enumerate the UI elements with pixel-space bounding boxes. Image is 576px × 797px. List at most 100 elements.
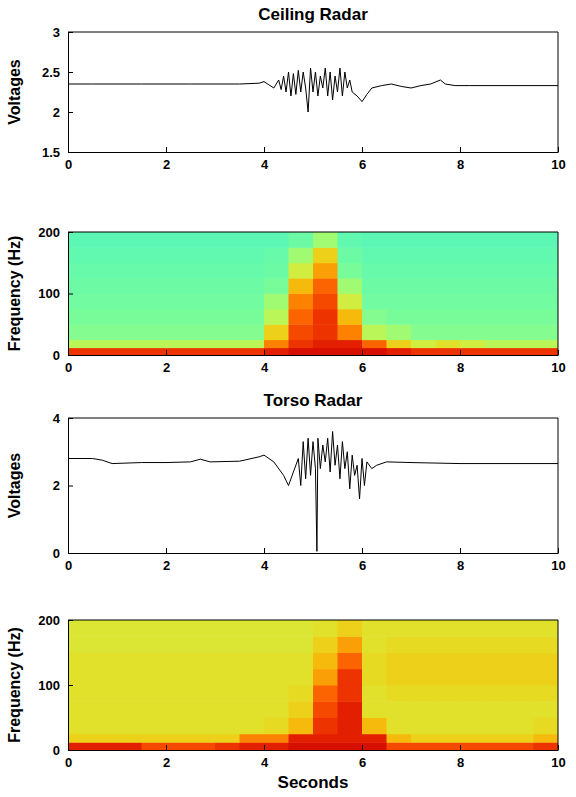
heat-cell: [68, 734, 93, 743]
panel: 02468100100200Frequency (Hz)Seconds: [6, 613, 566, 792]
y-tick: 0: [53, 348, 73, 363]
x-tick: 4: [261, 147, 269, 172]
heat-cell: [142, 718, 167, 735]
heat-cell: [313, 340, 338, 348]
plot-frame: [68, 232, 558, 355]
heat-cell: [485, 309, 510, 325]
heat-cell: [313, 263, 338, 279]
y-tick-label: 2: [53, 105, 60, 120]
heat-cell: [362, 278, 387, 294]
heat-cell: [166, 348, 191, 355]
heat-cell: [338, 309, 363, 325]
heat-cell: [485, 669, 510, 686]
y-tick: 0: [53, 546, 73, 561]
heat-cell: [338, 636, 363, 653]
heat-cell: [93, 294, 118, 310]
heat-cell: [289, 263, 314, 279]
heat-cell: [387, 620, 412, 637]
heat-cell: [191, 309, 216, 325]
heat-cell: [485, 636, 510, 653]
heat-cell: [93, 324, 118, 340]
heat-cell: [215, 734, 240, 743]
heat-cell: [142, 324, 167, 340]
heat-cell: [387, 701, 412, 718]
heat-cell: [436, 742, 461, 750]
x-tick-label: 6: [359, 157, 366, 172]
heat-cell: [436, 348, 461, 355]
heat-cell: [240, 685, 265, 702]
heat-cell: [509, 324, 534, 340]
heat-cell: [289, 701, 314, 718]
heat-cell: [215, 294, 240, 310]
y-tick: 3: [53, 25, 73, 40]
x-tick-label: 8: [457, 558, 464, 573]
heat-cell: [240, 734, 265, 743]
x-tick-label: 0: [65, 157, 72, 172]
heat-cell: [117, 742, 142, 750]
x-tick-label: 4: [261, 755, 269, 770]
heat-cell: [117, 734, 142, 743]
x-tick-label: 6: [359, 360, 366, 375]
heat-cell: [93, 263, 118, 279]
heat-cell: [117, 278, 142, 294]
heat-cell: [362, 309, 387, 325]
x-tick-label: 6: [359, 558, 366, 573]
heat-cell: [436, 636, 461, 653]
heat-cell: [264, 653, 289, 670]
heat-cell: [509, 742, 534, 750]
heat-cell: [191, 294, 216, 310]
heat-cell: [166, 636, 191, 653]
heat-cell: [509, 685, 534, 702]
x-tick: 6: [359, 350, 366, 375]
heat-cell: [215, 701, 240, 718]
heat-cell: [509, 232, 534, 248]
x-tick: 2: [163, 745, 170, 770]
heat-cell: [411, 620, 436, 637]
heat-cell: [509, 348, 534, 355]
x-tick-label: 0: [65, 755, 72, 770]
x-axis: 0246810: [65, 745, 566, 770]
heat-cell: [215, 324, 240, 340]
heat-cell: [436, 340, 461, 348]
heat-cell: [68, 340, 93, 348]
heat-cell: [313, 636, 338, 653]
x-tick-label: 0: [65, 360, 72, 375]
heat-cell: [387, 309, 412, 325]
heat-cell: [387, 324, 412, 340]
y-axis-title: Frequency (Hz): [6, 236, 23, 352]
y-tick: 200: [38, 225, 73, 240]
x-tick: 10: [551, 745, 565, 770]
heat-cell: [362, 742, 387, 750]
heat-cell: [313, 734, 338, 743]
heat-cell: [166, 718, 191, 735]
heat-cell: [509, 636, 534, 653]
heat-cell: [338, 232, 363, 248]
x-tick-label: 10: [551, 558, 565, 573]
x-axis: 0246810: [65, 350, 566, 375]
heat-cell: [68, 309, 93, 325]
heat-cell: [387, 718, 412, 735]
y-tick-label: 3: [53, 25, 60, 40]
heat-cell: [264, 718, 289, 735]
heat-cell: [289, 653, 314, 670]
heat-cell: [534, 653, 559, 670]
heat-cell: [313, 653, 338, 670]
heat-cell: [240, 620, 265, 637]
heat-cell: [117, 685, 142, 702]
heat-cell: [460, 348, 485, 355]
x-tick-label: 10: [551, 360, 565, 375]
heat-cell: [534, 701, 559, 718]
heat-cell: [117, 340, 142, 348]
heat-cell: [117, 653, 142, 670]
heat-cell: [362, 685, 387, 702]
heat-cell: [264, 742, 289, 750]
heat-cell: [117, 669, 142, 686]
heat-cell: [68, 653, 93, 670]
x-tick-mark: [460, 745, 461, 750]
heat-cell: [166, 653, 191, 670]
heat-cell: [117, 324, 142, 340]
heat-cell: [313, 232, 338, 248]
heat-cell: [142, 278, 167, 294]
x-axis-line: [69, 750, 559, 751]
heat-cell: [117, 294, 142, 310]
